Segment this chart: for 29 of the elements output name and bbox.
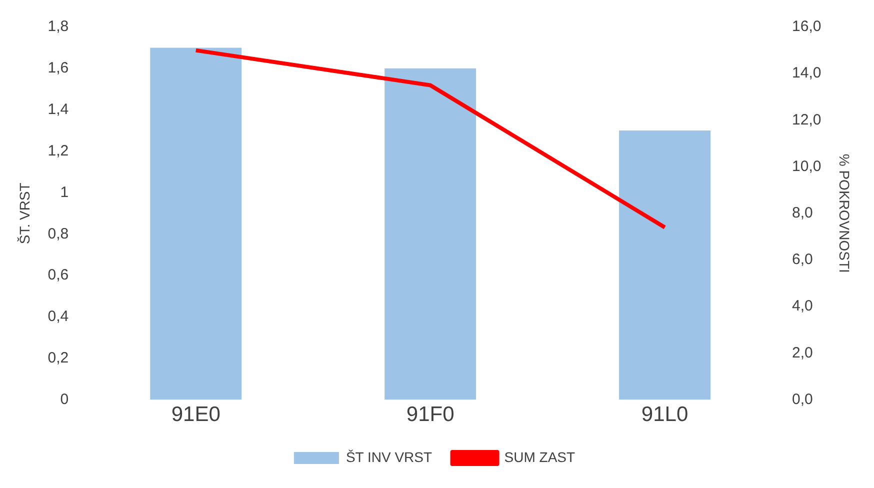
y-tick-label: 0,8 (48, 225, 69, 242)
legend-label: SUM ZAST (504, 448, 576, 465)
y-tick-label: 0,2 (48, 350, 69, 367)
y2-tick-label: 10,0 (792, 158, 822, 175)
y2-tick-label: 8,0 (792, 204, 813, 222)
y-tick-label: 0,4 (48, 308, 69, 326)
x-tick-label: 91L0 (641, 403, 688, 426)
y2-axis-title: % POKROVNOSTI (836, 154, 853, 273)
bar (384, 68, 476, 400)
y-tick-label: 1,2 (48, 142, 69, 160)
y-axis-title: ŠT. VRST (16, 182, 32, 244)
y-tick-label: 1,8 (48, 18, 69, 36)
y-tick-label: 1,4 (48, 100, 69, 118)
y2-tick-label: 2,0 (792, 344, 813, 362)
y-tick-label: 1 (60, 184, 69, 201)
bar (619, 130, 710, 400)
y2-tick-label: 4,0 (792, 298, 813, 315)
bar (150, 48, 242, 400)
x-tick-label: 91F0 (406, 403, 454, 426)
y2-tick-label: 0,0 (792, 390, 813, 408)
y-tick-label: 0,6 (48, 266, 69, 284)
x-tick-label: 91E0 (171, 403, 220, 426)
y-tick-label: 0 (60, 390, 69, 408)
y-tick-label: 1,6 (48, 60, 69, 77)
y2-tick-label: 12,0 (792, 111, 822, 128)
legend-label: ŠT INV VRST (346, 448, 432, 465)
y2-tick-label: 6,0 (792, 251, 813, 268)
y2-tick-label: 14,0 (792, 64, 822, 82)
y2-tick-label: 16,0 (792, 18, 822, 36)
